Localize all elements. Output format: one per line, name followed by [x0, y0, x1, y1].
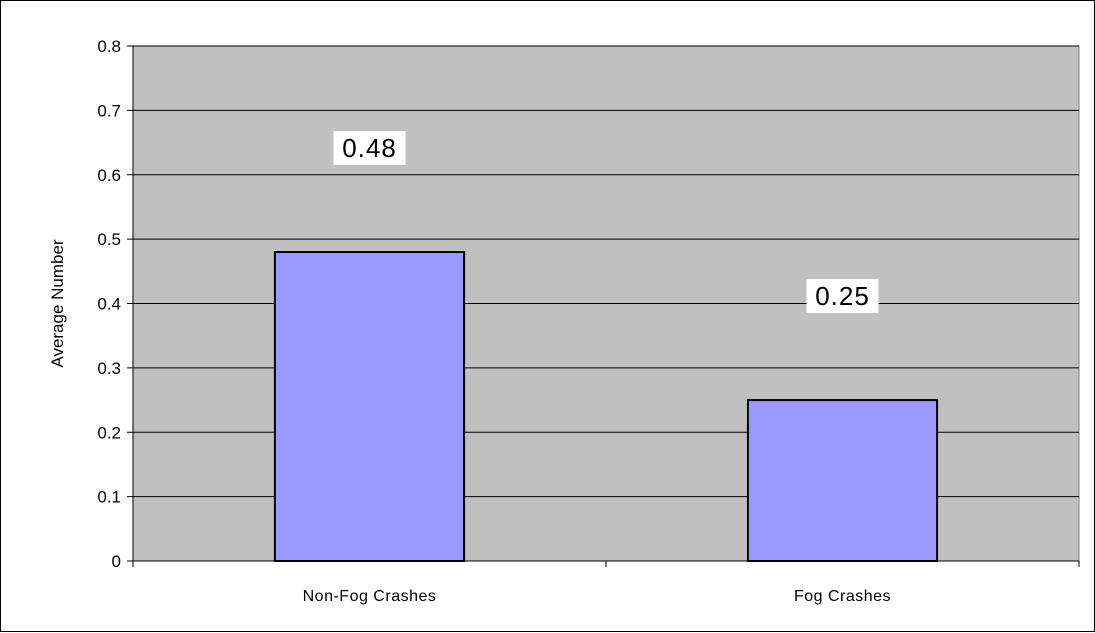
y-tick-label: 0.2: [97, 423, 121, 442]
x-category-label: Non-Fog Crashes: [303, 588, 437, 605]
x-category-label: Fog Crashes: [794, 588, 891, 605]
y-tick-label: 0.1: [97, 488, 121, 507]
y-tick-label: 0.4: [97, 295, 121, 314]
bar-non-fog-crashes: [273, 251, 466, 562]
bar-fog-crashes: [746, 399, 939, 562]
y-tick-label: 0.3: [97, 359, 121, 378]
data-label: 0.48: [342, 133, 397, 163]
y-tick-label: 0: [112, 552, 121, 571]
y-tick-label: 0.5: [97, 230, 121, 249]
labels: 0 0.1 0.2 0.3 0.4 0.5 0.6 0.7 0.8 Non-Fog Crashes…: [97, 37, 891, 605]
y-tick-label: 0.8: [97, 37, 121, 56]
y-tick-label: 0.6: [97, 166, 121, 185]
data-label: 0.25: [815, 281, 870, 311]
data-label-background: [333, 131, 406, 165]
axes: [127, 45, 1080, 567]
data-label-background: [806, 279, 879, 314]
y-axis-title: Average Number: [48, 239, 67, 368]
bars: [273, 251, 939, 562]
y-tick-label: 0.7: [97, 101, 121, 120]
